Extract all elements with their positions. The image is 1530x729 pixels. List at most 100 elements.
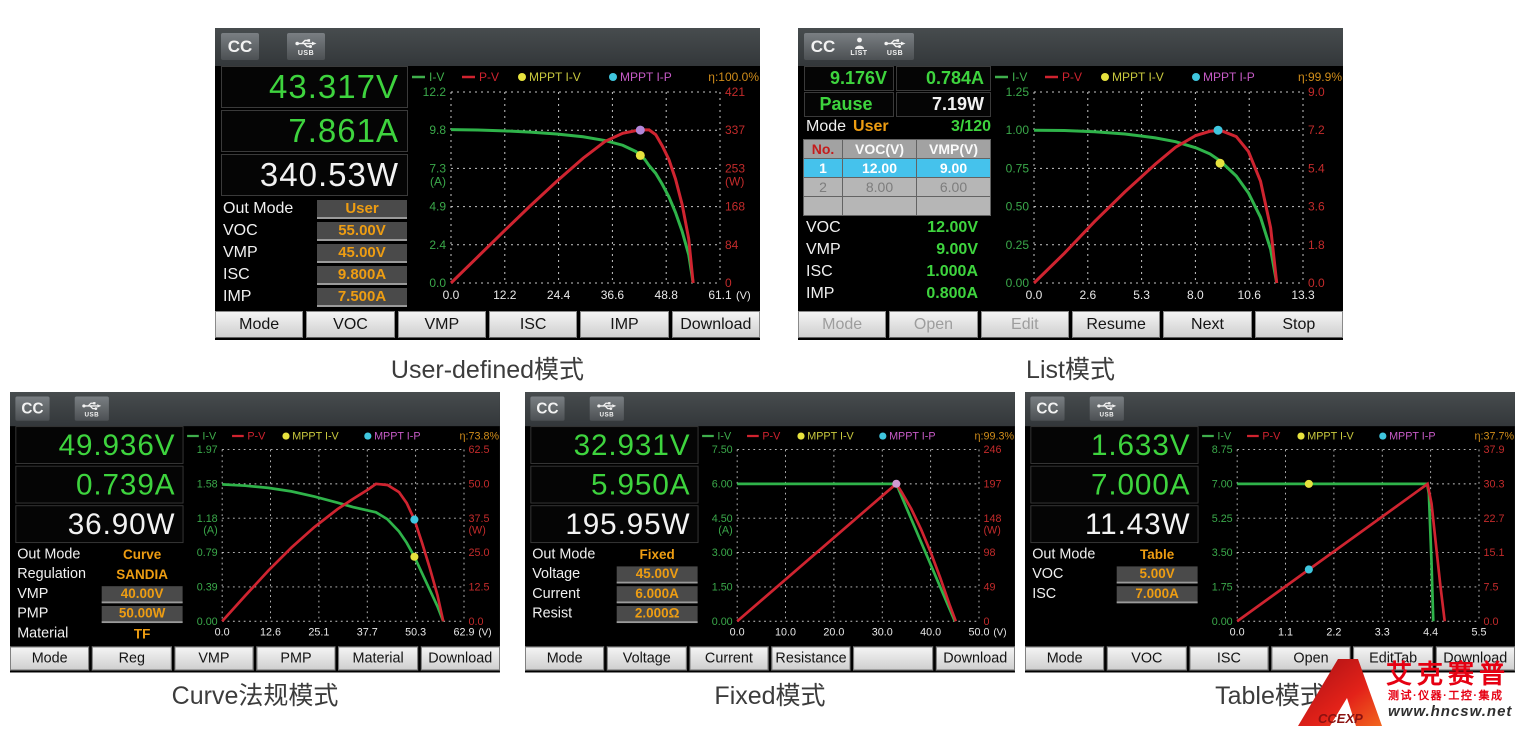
- current-readout: 5.950A: [530, 465, 699, 504]
- svg-text:9.0: 9.0: [1308, 85, 1325, 99]
- softkey-download[interactable]: Download: [420, 646, 500, 671]
- svg-text:1.8: 1.8: [1308, 238, 1325, 252]
- svg-text:1.00: 1.00: [1006, 123, 1030, 137]
- svg-text:30.3: 30.3: [1483, 478, 1504, 490]
- resist-label: Resist: [532, 605, 573, 622]
- power-readout: 195.95W: [530, 505, 699, 544]
- softkey-material[interactable]: Material: [338, 646, 418, 671]
- status-badge-cc: CC: [1030, 396, 1065, 421]
- step-counter: 3/120: [950, 118, 991, 135]
- voc-field[interactable]: 55.00V: [317, 221, 407, 241]
- out-mode-label: Out Mode: [223, 200, 294, 217]
- caption-user-defined: User-defined模式: [390, 356, 585, 384]
- svg-text:3.00: 3.00: [712, 547, 733, 559]
- softkey-current[interactable]: Current: [689, 646, 769, 671]
- param-row: IMP 7.500A: [223, 286, 407, 308]
- voc-field[interactable]: 5.00V: [1116, 565, 1198, 584]
- softkey-isc[interactable]: ISC: [1189, 646, 1269, 671]
- svg-text:12.2: 12.2: [423, 85, 447, 99]
- voltage-field[interactable]: 45.00V: [616, 565, 698, 584]
- svg-text:I-V: I-V: [717, 431, 732, 443]
- softkey-voltage[interactable]: Voltage: [607, 646, 687, 671]
- softkey-mode: Mode: [798, 311, 887, 338]
- param-row: Voltage 45.00V: [532, 565, 698, 585]
- svg-text:9.8: 9.8: [429, 123, 446, 137]
- softkey-mode[interactable]: Mode: [1025, 646, 1105, 671]
- svg-text:148: 148: [983, 513, 1001, 525]
- out-mode-label: Out Mode: [1032, 546, 1096, 562]
- svg-text:1.1: 1.1: [1278, 627, 1293, 639]
- softkey-download[interactable]: Download: [1435, 646, 1515, 671]
- svg-text:(A): (A): [718, 525, 732, 537]
- svg-text:η:100.0%: η:100.0%: [708, 70, 759, 84]
- softkey-imp[interactable]: IMP: [580, 311, 669, 338]
- softkey-download[interactable]: Download: [935, 646, 1015, 671]
- svg-text:MPPT I-P: MPPT I-P: [374, 431, 420, 443]
- svg-text:0.79: 0.79: [197, 547, 218, 559]
- table-row-empty[interactable]: [803, 196, 991, 216]
- screen-list: CC LIST USB 9.176V 0.784A Pause 7.19W Mo…: [798, 28, 1343, 340]
- isc-label: ISC: [806, 263, 833, 280]
- softkey-mode[interactable]: Mode: [215, 311, 304, 338]
- softkey-download[interactable]: Download: [671, 311, 760, 338]
- svg-text:2.2: 2.2: [1326, 627, 1341, 639]
- accexp-logo-mark: CCEXP: [1298, 659, 1382, 726]
- caption-curve: Curve法规模式: [171, 682, 339, 710]
- softkey-voc[interactable]: VOC: [1107, 646, 1187, 671]
- softkey-voc[interactable]: VOC: [306, 311, 395, 338]
- voc-label: VOC: [223, 222, 258, 239]
- svg-text:(A): (A): [203, 525, 217, 537]
- svg-text:50.0: 50.0: [468, 478, 489, 490]
- vmp-field[interactable]: 45.00V: [317, 243, 407, 263]
- screen-fixed: CC USB 32.931V 5.950A 195.95W Out Mode Fi…: [525, 392, 1015, 673]
- svg-text:48.8: 48.8: [655, 288, 679, 302]
- svg-text:0.0: 0.0: [1230, 627, 1245, 639]
- svg-text:50.3: 50.3: [405, 627, 426, 639]
- softkey-mode[interactable]: Mode: [10, 646, 90, 671]
- svg-text:P-V: P-V: [762, 431, 781, 443]
- mppt-dot: [892, 479, 901, 488]
- svg-text:12.6: 12.6: [260, 627, 281, 639]
- out-mode-field[interactable]: User: [317, 199, 407, 219]
- softkey-vmp[interactable]: VMP: [174, 646, 254, 671]
- screen-curve: CC USB 49.936V 0.739A 36.90W Out Mode Cur…: [10, 392, 500, 673]
- svg-text:3.6: 3.6: [1308, 200, 1325, 214]
- softkey-vmp[interactable]: VMP: [397, 311, 486, 338]
- softkey-resistance[interactable]: Resistance: [771, 646, 851, 671]
- softkey-edit: Edit: [980, 311, 1069, 338]
- param-row: IMP 0.800A: [806, 283, 988, 305]
- resist-field[interactable]: 2.000Ω: [616, 605, 698, 623]
- current-field[interactable]: 6.000A: [616, 585, 698, 603]
- svg-text:MPPT I-V: MPPT I-V: [529, 70, 581, 84]
- softkey-mode[interactable]: Mode: [525, 646, 605, 671]
- softkey-edittab[interactable]: EditTab: [1353, 646, 1433, 671]
- vmp-field[interactable]: 40.00V: [101, 585, 183, 603]
- isc-field[interactable]: 9.800A: [317, 265, 407, 285]
- param-row: Out Mode Curve: [17, 545, 182, 565]
- svg-text:0.00: 0.00: [197, 616, 218, 628]
- param-row: PMP 50.00W: [17, 604, 183, 624]
- imp-field[interactable]: 7.500A: [317, 287, 407, 307]
- isc-field[interactable]: 7.000A: [1116, 585, 1198, 603]
- softkey-stop[interactable]: Stop: [1254, 311, 1343, 338]
- status-badge-cc: CC: [804, 33, 842, 60]
- softkey-open[interactable]: Open: [1271, 646, 1351, 671]
- svg-text:0.0: 0.0: [429, 276, 446, 290]
- material-label: Material: [17, 625, 69, 642]
- table-row[interactable]: 2 8.00 6.00: [803, 177, 991, 197]
- softkey-reg[interactable]: Reg: [92, 646, 172, 671]
- softkey-next[interactable]: Next: [1163, 311, 1252, 338]
- pmp-field[interactable]: 50.00W: [101, 605, 183, 623]
- softkey-isc[interactable]: ISC: [488, 311, 578, 338]
- voltage-readout: 1.633V: [1030, 426, 1199, 464]
- pv-curve: [1236, 481, 1447, 623]
- svg-text:5.5: 5.5: [1472, 627, 1487, 639]
- material-value: TF: [133, 626, 151, 642]
- table-row-selected[interactable]: 1 12.00 9.00: [803, 158, 991, 178]
- list-icon: LIST: [840, 33, 878, 60]
- softkey-resume[interactable]: Resume: [1071, 311, 1161, 338]
- iv-pv-chart: I-V P-V MPPT I-V MPPT I-P η:37.7% 8.75 7.00 5.2…: [1200, 392, 1515, 672]
- svg-text:24.4: 24.4: [547, 288, 571, 302]
- softkey-pmp[interactable]: PMP: [256, 646, 336, 671]
- table-header: No. VOC(V) VMP(V): [803, 139, 991, 159]
